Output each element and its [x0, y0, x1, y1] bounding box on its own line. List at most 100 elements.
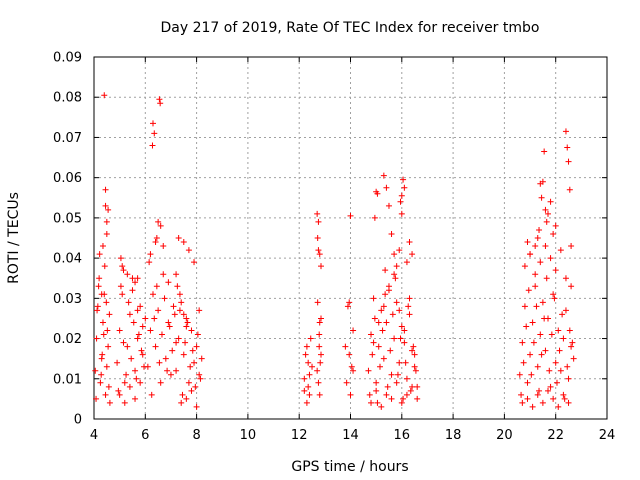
data-point: [378, 307, 385, 314]
data-point: [342, 343, 349, 350]
data-point: [194, 331, 201, 338]
data-point: [116, 391, 123, 398]
data-point: [183, 395, 190, 402]
data-point: [124, 271, 131, 278]
data-point: [552, 267, 559, 274]
data-point: [400, 395, 407, 402]
data-point: [564, 144, 571, 151]
data-point: [301, 375, 308, 382]
data-point: [559, 311, 566, 318]
data-point: [197, 375, 204, 382]
data-point: [385, 287, 392, 294]
data-point: [394, 371, 401, 378]
data-point: [542, 347, 549, 354]
data-point: [164, 367, 171, 374]
data-point: [534, 363, 541, 370]
data-point: [169, 347, 176, 354]
data-point: [368, 399, 375, 406]
data-point: [119, 291, 126, 298]
data-point: [139, 351, 146, 358]
data-point: [314, 235, 321, 241]
chart-title: Day 217 of 2019, Rate Of TEC Index for r…: [161, 20, 540, 36]
data-point: [98, 291, 105, 298]
x-tick-label: 18: [445, 428, 462, 443]
data-point: [539, 299, 546, 306]
data-point: [523, 323, 530, 330]
data-point: [387, 347, 394, 354]
data-point: [121, 379, 128, 386]
data-point: [374, 190, 381, 197]
data-point: [414, 383, 421, 390]
data-point: [348, 363, 355, 370]
data-point: [306, 371, 313, 378]
data-point: [160, 243, 167, 250]
data-point: [198, 355, 205, 362]
data-point: [155, 218, 162, 225]
data-point: [532, 271, 539, 278]
data-point: [538, 351, 545, 358]
y-tick-label: 0.07: [53, 131, 82, 146]
data-point: [101, 263, 108, 270]
data-point: [303, 343, 310, 350]
data-point: [534, 235, 541, 241]
data-point: [547, 198, 554, 205]
data-point: [174, 283, 181, 290]
data-point: [315, 379, 322, 386]
data-point: [185, 247, 192, 254]
data-point: [149, 120, 156, 127]
data-point: [565, 399, 572, 406]
data-point: [175, 335, 182, 342]
data-point: [158, 331, 165, 338]
data-point: [518, 391, 525, 398]
y-tick-label: 0.05: [53, 211, 82, 226]
data-point: [350, 367, 357, 374]
data-point: [410, 343, 417, 350]
data-point: [309, 363, 316, 370]
data-point: [374, 399, 381, 406]
data-point: [180, 351, 187, 358]
data-point: [562, 307, 569, 314]
data-point: [398, 323, 405, 330]
y-tick-label: 0.01: [53, 372, 82, 387]
data-point: [368, 331, 375, 338]
data-point: [106, 311, 113, 318]
data-point: [171, 311, 178, 318]
data-point: [547, 383, 554, 390]
data-point: [94, 307, 101, 314]
data-point: [396, 307, 403, 314]
data-point: [555, 327, 562, 334]
data-point: [373, 387, 380, 394]
data-point: [560, 335, 567, 342]
data-point: [391, 271, 398, 278]
data-point: [539, 399, 546, 406]
data-point: [550, 230, 557, 237]
data-point: [139, 323, 146, 330]
data-point: [406, 311, 413, 318]
data-point: [98, 371, 105, 378]
data-point: [562, 128, 569, 135]
data-point: [546, 367, 553, 374]
x-tick-label: 14: [342, 428, 359, 443]
data-point: [557, 367, 564, 374]
x-axis-ticks: 4 6 8 10 12 14 16 18 20 22 24: [90, 57, 615, 443]
data-point: [170, 303, 177, 310]
data-point: [373, 379, 380, 386]
data-point: [142, 315, 149, 322]
data-point: [542, 243, 549, 250]
data-point: [182, 339, 189, 346]
data-point: [366, 391, 373, 398]
data-point: [149, 291, 156, 298]
data-point: [385, 202, 392, 209]
data-point: [393, 299, 400, 306]
data-point: [157, 100, 164, 107]
data-point: [99, 243, 106, 250]
data-point: [99, 319, 106, 326]
data-point: [403, 391, 410, 398]
data-point: [375, 343, 382, 350]
data-point: [129, 275, 136, 282]
data-points: [92, 92, 577, 410]
data-point: [306, 391, 313, 398]
data-point: [192, 383, 199, 390]
data-point: [94, 303, 101, 310]
x-tick-label: 10: [240, 428, 257, 443]
